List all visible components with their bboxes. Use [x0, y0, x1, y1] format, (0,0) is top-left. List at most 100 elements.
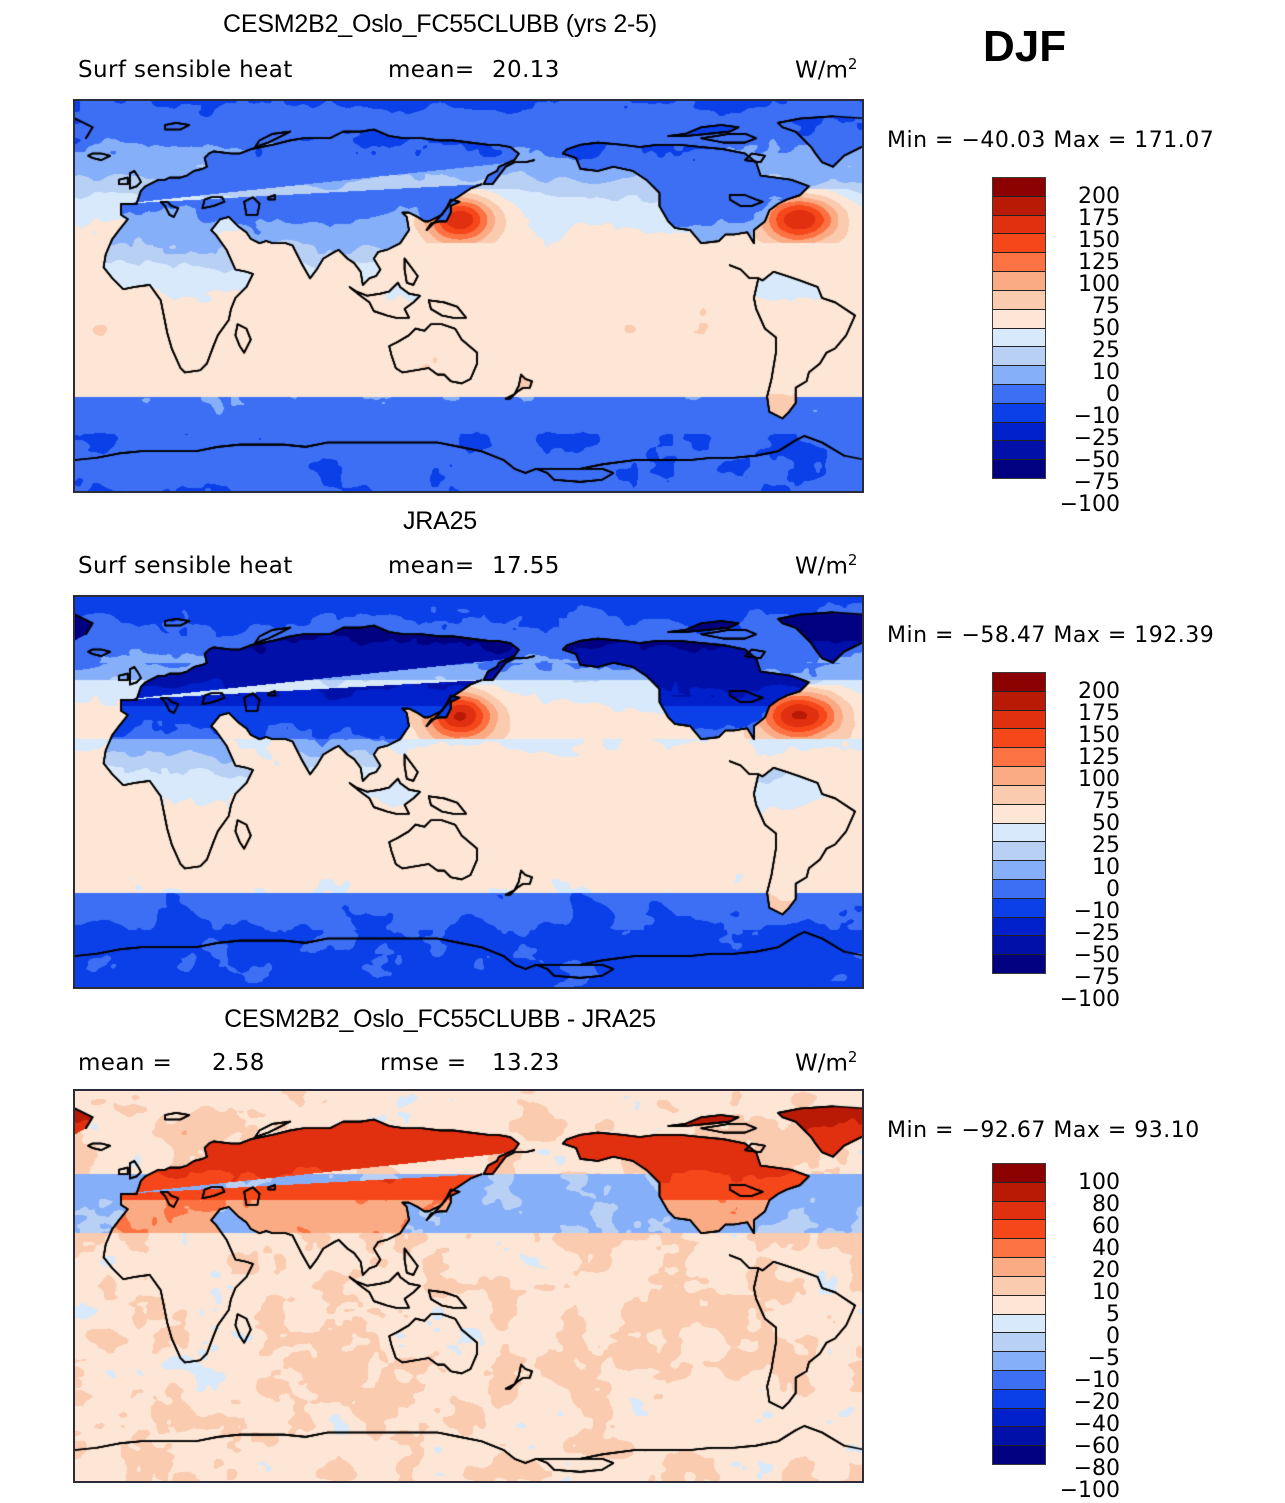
map-panel-model[interactable]: [73, 99, 864, 493]
colorbar-band: [993, 178, 1045, 197]
colorbar-band: [993, 1427, 1045, 1447]
panel-1-units-exponent: 2: [847, 55, 858, 73]
colorbar-band: [993, 898, 1045, 918]
colorbar-band: [993, 290, 1045, 310]
colorbar-tick-label: −75: [1073, 965, 1120, 990]
colorbar-tick-label: 175: [1078, 701, 1120, 726]
colorbar-band: [993, 460, 1045, 478]
panel-3-rmse-value: 13.23: [492, 1050, 560, 1076]
colorbar-tick-label: 75: [1092, 789, 1120, 814]
colorbar-tick-label: −5: [1087, 1346, 1120, 1371]
panel-1-mean-label: mean=: [388, 57, 475, 83]
colorbar-band: [993, 955, 1045, 973]
panel-2-units-exponent: 2: [847, 551, 858, 569]
panel-3-units-text: W/m: [795, 1050, 848, 1077]
colorbar-tick-label: 125: [1078, 745, 1120, 770]
colorbar-band: [993, 1276, 1045, 1296]
colorbar-band: [993, 729, 1045, 749]
colorbar-model[interactable]: [992, 177, 1046, 479]
colorbar-band: [993, 347, 1045, 367]
colorbar-tick-label: 25: [1092, 338, 1120, 363]
colorbar-tick-label: −50: [1073, 943, 1120, 968]
colorbar-difference-labels: 100 80 60 40 20 10 5 0 −5 −10 −20 −40 −60 −80 −100: [1052, 1170, 1120, 1502]
colorbar-tick-label: 0: [1106, 877, 1120, 902]
colorbar-band: [993, 1370, 1045, 1390]
colorbar-band: [993, 1389, 1045, 1409]
colorbar-band: [993, 1220, 1045, 1240]
colorbar-tick-label: 0: [1106, 382, 1120, 407]
colorbar-tick-label: 10: [1092, 360, 1120, 385]
colorbar-band: [993, 328, 1045, 348]
panel-1-mean-value: 20.13: [492, 57, 560, 83]
map-canvas-obs: [75, 597, 862, 987]
colorbar-tick-label: −60: [1073, 1434, 1120, 1459]
colorbar-tick-label: −10: [1073, 1368, 1120, 1393]
panel-2-title: JRA25: [402, 507, 478, 535]
colorbar-tick-label: 150: [1078, 723, 1120, 748]
panel-3-mean-value: 2.58: [212, 1050, 265, 1076]
colorbar-tick-label: 5: [1106, 1302, 1120, 1327]
panel-3-units-exponent: 2: [847, 1048, 858, 1066]
map-panel-obs[interactable]: [73, 595, 864, 989]
panel-2-mean-value: 17.55: [492, 553, 560, 579]
colorbar-band: [993, 917, 1045, 937]
colorbar-band: [993, 767, 1045, 786]
colorbar-tick-label: 10: [1092, 855, 1120, 880]
colorbar-band: [993, 1258, 1045, 1277]
colorbar-band: [993, 936, 1045, 956]
map-panel-difference[interactable]: [73, 1089, 864, 1483]
colorbar-tick-label: 50: [1092, 811, 1120, 836]
colorbar-band: [993, 1295, 1045, 1315]
colorbar-band: [993, 1164, 1045, 1183]
colorbar-tick-label: −20: [1073, 1390, 1120, 1415]
panel-3-minmax: Min = −92.67 Max = 93.10: [887, 1118, 1200, 1143]
colorbar-tick-label: −10: [1073, 899, 1120, 924]
panel-3-mean-label: mean =: [78, 1050, 173, 1076]
panel-3-units: W/m2: [795, 1048, 857, 1077]
panel-1-variable-label: Surf sensible heat: [78, 57, 293, 83]
colorbar-tick-label: 75: [1092, 294, 1120, 319]
colorbar-tick-label: −25: [1073, 921, 1120, 946]
colorbar-band: [993, 804, 1045, 824]
colorbar-tick-label: −100: [1059, 492, 1120, 517]
panel-1-minmax: Min = −40.03 Max = 171.07: [887, 128, 1215, 153]
colorbar-band: [993, 1239, 1045, 1259]
panel-2-units: W/m2: [795, 551, 857, 580]
map-canvas-model: [75, 101, 862, 491]
colorbar-band: [993, 1333, 1045, 1353]
colorbar-obs[interactable]: [992, 672, 1046, 974]
colorbar-band: [993, 196, 1045, 216]
colorbar-band: [993, 422, 1045, 442]
colorbar-band: [993, 1408, 1045, 1428]
colorbar-tick-label: 50: [1092, 316, 1120, 341]
colorbar-band: [993, 842, 1045, 862]
panel-3-rmse-label: rmse =: [380, 1050, 467, 1076]
colorbar-tick-label: 200: [1078, 184, 1120, 209]
colorbar-tick-label: 175: [1078, 206, 1120, 231]
colorbar-band: [993, 215, 1045, 235]
colorbar-band: [993, 785, 1045, 805]
colorbar-tick-label: 100: [1078, 1170, 1120, 1195]
colorbar-tick-label: 100: [1078, 272, 1120, 297]
colorbar-band: [993, 403, 1045, 423]
colorbar-difference[interactable]: [992, 1163, 1046, 1465]
colorbar-tick-label: −75: [1073, 470, 1120, 495]
colorbar-obs-labels: 200 175 150 125 100 75 50 25 10 0 −10 −25 −50 −75 −100: [1052, 681, 1120, 1011]
colorbar-band: [993, 384, 1045, 404]
panel-1-title: CESM2B2_Oslo_FC55CLUBB (yrs 2-5): [222, 10, 658, 38]
colorbar-tick-label: −25: [1073, 426, 1120, 451]
colorbar-band: [993, 234, 1045, 254]
season-label: DJF: [983, 22, 1067, 71]
colorbar-band: [993, 441, 1045, 461]
colorbar-band: [993, 309, 1045, 329]
colorbar-band: [993, 673, 1045, 692]
panel-2-variable-label: Surf sensible heat: [78, 553, 293, 579]
colorbar-tick-label: −50: [1073, 448, 1120, 473]
colorbar-tick-label: −100: [1059, 1478, 1120, 1503]
colorbar-band: [993, 272, 1045, 291]
colorbar-band: [993, 710, 1045, 730]
panel-2-mean-label: mean=: [388, 553, 475, 579]
colorbar-band: [993, 861, 1045, 880]
panel-1-units: W/m2: [795, 55, 857, 84]
